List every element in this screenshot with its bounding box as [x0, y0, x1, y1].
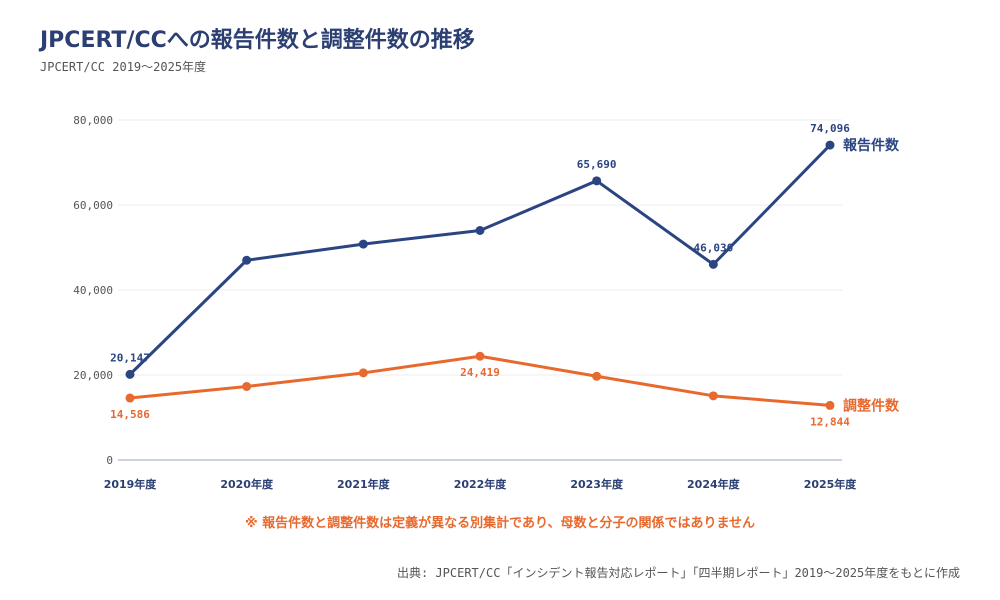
- x-tick-label: 2024年度: [687, 477, 741, 491]
- y-tick-label: 40,000: [73, 284, 113, 297]
- y-axis-ticks: 0 20,000 40,000 60,000 80,000: [73, 114, 113, 467]
- series-name-label: 報告件数: [843, 137, 900, 154]
- data-label: 20,147: [110, 351, 150, 364]
- data-point: [358, 368, 368, 378]
- source-credit: 出典: JPCERT/CC「インシデント報告対応レポート」「四半期レポート」20…: [396, 566, 960, 580]
- grid-lines: [118, 119, 842, 461]
- data-point: [708, 391, 718, 401]
- data-label: 46,030: [693, 241, 733, 254]
- x-tick-label: 2021年度: [337, 477, 391, 491]
- data-point: [242, 255, 252, 265]
- series-line-0: [128, 143, 832, 376]
- chart-subtitle: JPCERT/CC 2019～2025年度: [40, 60, 207, 74]
- data-label: 24,419: [460, 366, 500, 379]
- series-name-label: 調整件数: [843, 397, 900, 414]
- data-point: [825, 400, 835, 410]
- y-tick-label: 20,000: [73, 369, 113, 382]
- data-point: [475, 226, 485, 235]
- x-tick-label: 2022年度: [454, 477, 508, 491]
- chart-title: JPCERT/CCへの報告件数と調整件数の推移: [40, 28, 475, 53]
- x-axis-ticks: 2019年度 2020年度 2021年度 2022年度 2023年度 2024年度 2025…: [104, 477, 858, 491]
- data-point: [592, 176, 602, 186]
- data-point: [358, 239, 368, 249]
- data-point: [825, 140, 835, 150]
- data-point: [125, 369, 135, 379]
- data-point: [125, 393, 135, 403]
- data-label: 12,844: [810, 415, 850, 428]
- data-point: [708, 259, 718, 269]
- x-tick-label: 2019年度: [104, 477, 158, 491]
- x-tick-label: 2020年度: [220, 477, 274, 491]
- data-point: [592, 371, 602, 381]
- x-tick-label: 2025年度: [804, 477, 858, 491]
- y-tick-label: 80,000: [73, 114, 113, 127]
- series-group: 20,147 65,690 46,030 74,096 報告件数 14,586 24,419…: [110, 122, 900, 428]
- data-label: 65,690: [577, 158, 617, 171]
- data-label: 14,586: [110, 408, 150, 421]
- chart-note: ※ 報告件数と調整件数は定義が異なる別集計であり、母数と分子の関係ではありません: [244, 516, 756, 531]
- y-tick-label: 60,000: [73, 199, 113, 212]
- series-line-1: [128, 354, 832, 407]
- data-point: [475, 351, 485, 361]
- y-tick-label: 0: [106, 454, 113, 467]
- x-tick-label: 2023年度: [570, 477, 624, 491]
- data-point: [242, 381, 252, 391]
- data-label: 74,096: [810, 122, 850, 135]
